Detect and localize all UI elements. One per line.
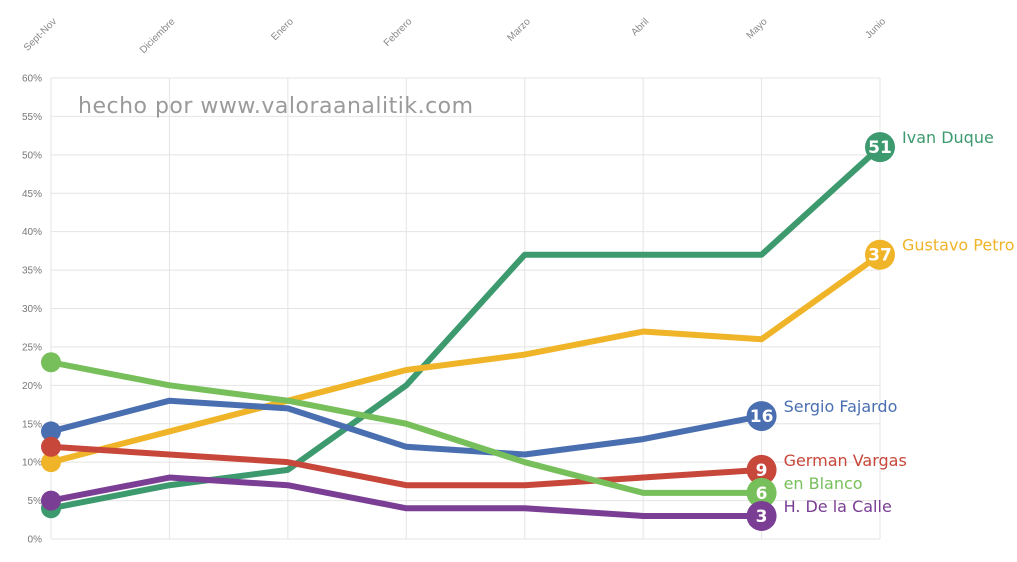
series-end-point xyxy=(746,477,777,508)
series-start-point xyxy=(41,421,61,442)
y-tick-label: 40% xyxy=(22,227,42,238)
series-end-value: 6 xyxy=(756,484,768,504)
series-end-value: 3 xyxy=(756,507,768,527)
x-tick-label: Marzo xyxy=(505,16,533,44)
series-end-value: 9 xyxy=(756,461,768,481)
y-tick-label: 25% xyxy=(22,342,42,353)
series-markers xyxy=(41,132,895,531)
series-end-point xyxy=(746,454,777,485)
series-end-point xyxy=(746,401,777,432)
y-tick-label: 45% xyxy=(22,189,42,200)
series-labels: 51 Ivan Duque 37 Gustavo Petro 16 Sergio Faja… xyxy=(750,128,1015,527)
y-axis-ticks: 0% 5% 10% 15% 20% 25% 30% 35% 40% 45% 50% 55% 60% xyxy=(22,74,42,546)
y-tick-label: 10% xyxy=(22,458,42,469)
x-tick-label: Mayo xyxy=(745,16,770,41)
series-line xyxy=(48,144,883,512)
x-tick-label: Abril xyxy=(629,16,651,38)
series-end-point xyxy=(865,239,895,270)
x-tick-label: Sept-Nov xyxy=(22,16,59,53)
series-start-point xyxy=(41,436,61,457)
series-line xyxy=(48,359,765,496)
series-line xyxy=(48,474,765,519)
y-tick-label: 5% xyxy=(28,496,43,507)
x-tick-label: Diciembre xyxy=(138,16,178,56)
y-tick-label: 50% xyxy=(22,150,42,161)
series-line xyxy=(48,443,765,489)
y-tick-label: 0% xyxy=(28,535,43,546)
series-line xyxy=(48,397,765,458)
series-name-label: German Vargas xyxy=(784,451,907,470)
x-tick-label: Junio xyxy=(863,16,888,41)
series-start-point xyxy=(41,352,61,373)
series-name-label: Gustavo Petro xyxy=(902,236,1015,255)
series-name-label: H. De la Calle xyxy=(784,497,892,516)
y-tick-label: 20% xyxy=(22,381,42,392)
watermark-text: hecho por www.valoraanalitik.com xyxy=(78,94,474,119)
series-line xyxy=(48,251,883,466)
series-end-value: 37 xyxy=(868,246,892,266)
y-tick-label: 55% xyxy=(22,112,42,123)
series-end-point xyxy=(746,500,777,531)
y-tick-label: 60% xyxy=(22,74,42,85)
x-tick-label: Enero xyxy=(269,16,296,43)
y-tick-label: 15% xyxy=(22,419,42,430)
series-lines xyxy=(48,144,883,519)
series-start-point xyxy=(41,490,61,511)
series-name-label: Ivan Duque xyxy=(902,128,994,147)
series-end-point xyxy=(865,132,895,163)
y-tick-label: 30% xyxy=(22,304,42,315)
series-end-value: 51 xyxy=(868,138,892,158)
y-tick-label: 35% xyxy=(22,266,42,277)
series-end-value: 16 xyxy=(750,407,774,427)
x-tick-label: Febrero xyxy=(382,16,415,49)
series-name-label: Sergio Fajardo xyxy=(784,397,898,416)
series-name-label: en Blanco xyxy=(784,474,863,493)
x-axis-ticks: Sept-Nov Diciembre Enero Febrero Marzo Abril M… xyxy=(22,16,889,56)
series-start-point xyxy=(41,452,61,473)
